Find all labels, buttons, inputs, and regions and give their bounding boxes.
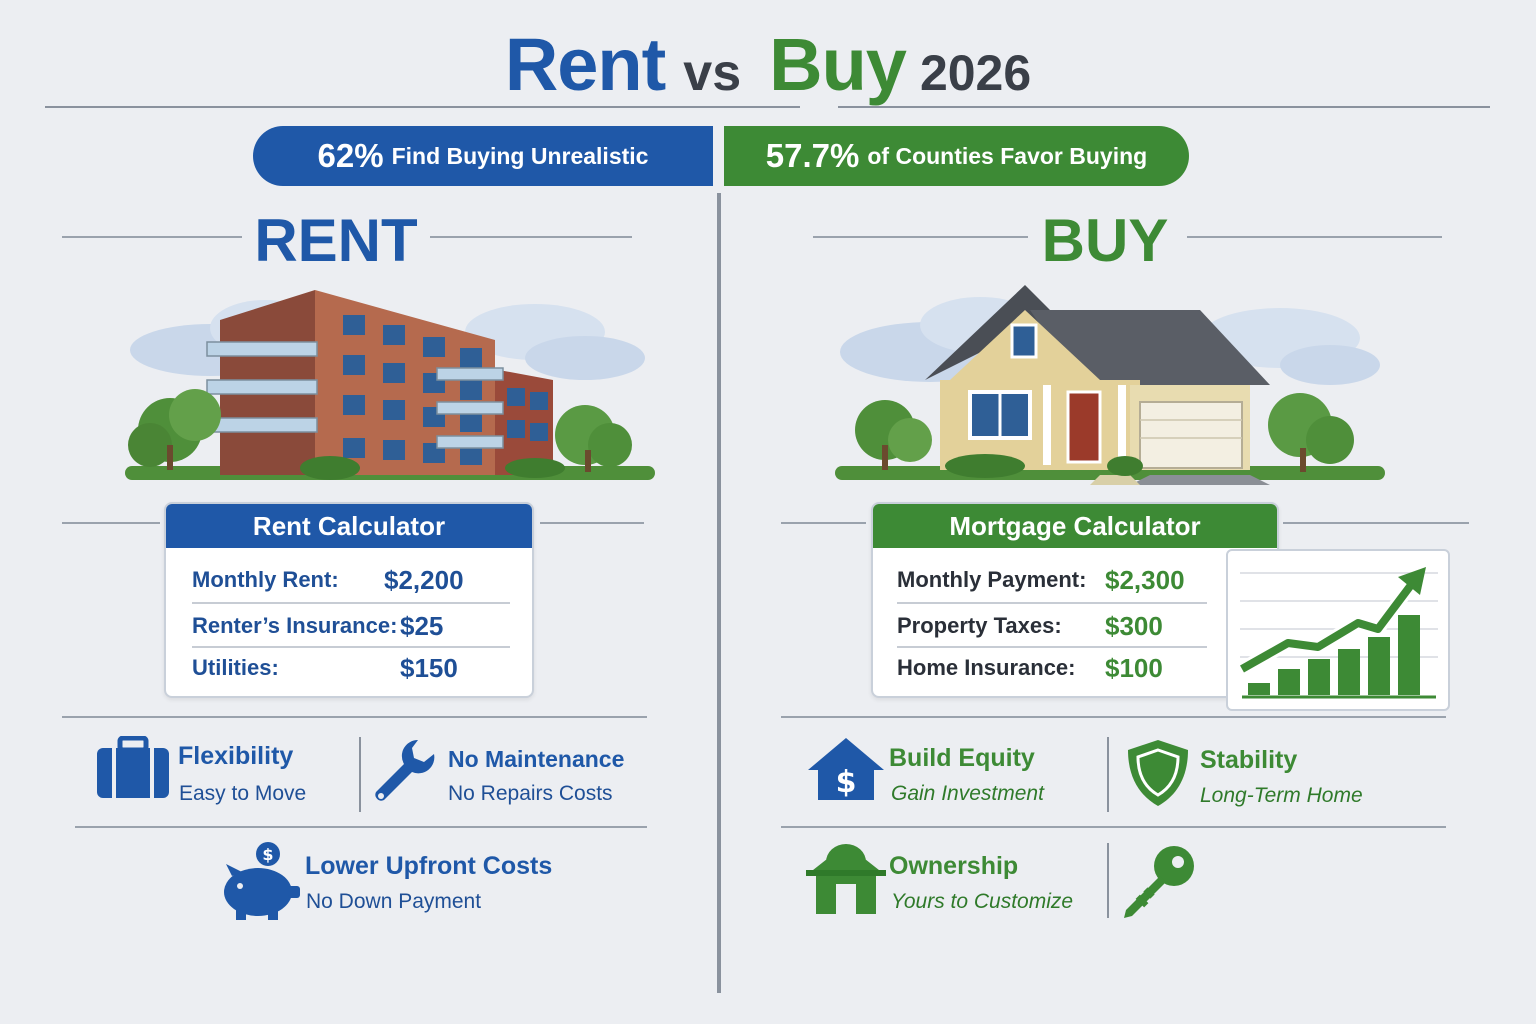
feature-title-no-maintenance: No Maintenance: [448, 746, 625, 772]
feature-title-lower-upfront-costs: Lower Upfront Costs: [305, 852, 553, 880]
calc-row-value: $300: [1105, 610, 1163, 641]
calc-row-value: $25: [400, 610, 444, 641]
calc-row: Utilities: $150: [192, 650, 512, 686]
page-title: Rent vs Buy 2026: [0, 22, 1536, 107]
rent-features-rule-mid: [75, 826, 647, 828]
calc-row: Renter’s Insurance: $25: [192, 608, 512, 644]
calc-row-label: Property Taxes:: [897, 613, 1062, 638]
rent-calc-rule-left: [62, 522, 160, 524]
buy-calc-rule-left: [781, 522, 866, 524]
calc-row-label: Monthly Rent:: [192, 567, 339, 592]
stat-text: Find Buying Unrealistic: [391, 142, 649, 169]
stat-text: of Counties Favor Buying: [867, 142, 1148, 169]
center-divider: [717, 193, 721, 993]
title-year: 2026: [919, 45, 1032, 101]
shield-icon: [1128, 740, 1188, 806]
feature-title-ownership: Ownership: [889, 852, 1019, 880]
rent-title-rule-left: [62, 236, 242, 238]
buy-features-divider-bottom: [1107, 843, 1109, 918]
rent-calc-rule-right: [540, 522, 644, 524]
calc-row-label: Renter’s Insurance:: [192, 613, 398, 638]
stat-banner-rent: 62% Find Buying Unrealistic: [253, 126, 713, 186]
title-buy: Buy: [769, 23, 907, 106]
calc-row-value: $100: [1105, 652, 1163, 683]
buy-features-rule-top: [781, 716, 1446, 718]
title-rent: Rent: [504, 23, 666, 106]
apartment-building-illustration: [125, 290, 655, 480]
calc-row: Monthly Payment: $2,300: [897, 562, 1217, 598]
calc-row: Property Taxes: $300: [897, 608, 1217, 644]
calc-row-divider: [192, 646, 510, 648]
buy-title-rule-right: [1187, 236, 1442, 238]
rent-calculator-heading: Rent Calculator: [166, 504, 532, 548]
feature-title-stability: Stability: [1200, 746, 1298, 774]
calc-row-label: Utilities:: [192, 655, 279, 680]
feature-title-build-equity: Build Equity: [889, 744, 1035, 772]
feature-sub-build-equity: Gain Investment: [891, 782, 1044, 805]
wrench-icon: [375, 739, 435, 801]
house-dollar-icon: $: [808, 738, 884, 800]
title-underline-right: [838, 106, 1490, 108]
calc-row-value: $2,300: [1105, 564, 1185, 595]
stat-percent: 57.7%: [765, 137, 860, 174]
rent-section-title: RENT: [254, 207, 418, 274]
stat-percent: 62%: [317, 137, 384, 174]
house-icon: [806, 844, 886, 914]
buy-title-rule-left: [813, 236, 1028, 238]
feature-sub-stability: Long-Term Home: [1200, 784, 1363, 807]
calc-row: Monthly Rent: $2,200: [192, 562, 512, 598]
title-underline-left: [45, 106, 800, 108]
feature-sub-ownership: Yours to Customize: [891, 890, 1074, 913]
buy-calc-rule-right: [1283, 522, 1469, 524]
key-icon: [1124, 846, 1194, 918]
calc-row: Home Insurance: $100: [897, 650, 1217, 686]
buy-features-divider-top: [1107, 737, 1109, 812]
svg-text:$: $: [262, 845, 273, 864]
calc-row-label: Monthly Payment:: [897, 567, 1087, 592]
svg-text:$: $: [836, 765, 857, 800]
buy-section-title: BUY: [1041, 207, 1169, 274]
calc-row-divider: [897, 602, 1207, 604]
feature-sub-lower-upfront-costs: No Down Payment: [306, 890, 482, 913]
feature-sub-flexibility: Easy to Move: [179, 782, 307, 805]
house-illustration: [835, 285, 1385, 485]
rent-title-rule-right: [430, 236, 632, 238]
piggy-bank-icon: $: [224, 842, 300, 920]
mortgage-calculator-heading: Mortgage Calculator: [873, 504, 1277, 548]
rent-features-rule-top: [62, 716, 647, 718]
calc-row-value: $2,200: [384, 564, 464, 595]
calc-row-divider: [192, 602, 510, 604]
rent-calculator: Rent Calculator Monthly Rent: $2,200 Ren…: [164, 502, 534, 698]
title-vs: vs: [683, 44, 742, 102]
calc-row-value: $150: [400, 652, 458, 683]
growth-chart-icon: [1226, 549, 1450, 711]
feature-title-flexibility: Flexibility: [178, 742, 294, 770]
mortgage-calculator: Mortgage Calculator Monthly Payment: $2,…: [871, 502, 1279, 698]
buy-features-rule-mid: [781, 826, 1446, 828]
rent-features-divider: [359, 737, 361, 812]
briefcase-icon: [97, 736, 169, 798]
stat-banner-buy: 57.7% of Counties Favor Buying: [724, 126, 1189, 186]
calc-row-divider: [897, 646, 1207, 648]
feature-sub-no-maintenance: No Repairs Costs: [448, 782, 613, 805]
calc-row-label: Home Insurance:: [897, 655, 1076, 680]
